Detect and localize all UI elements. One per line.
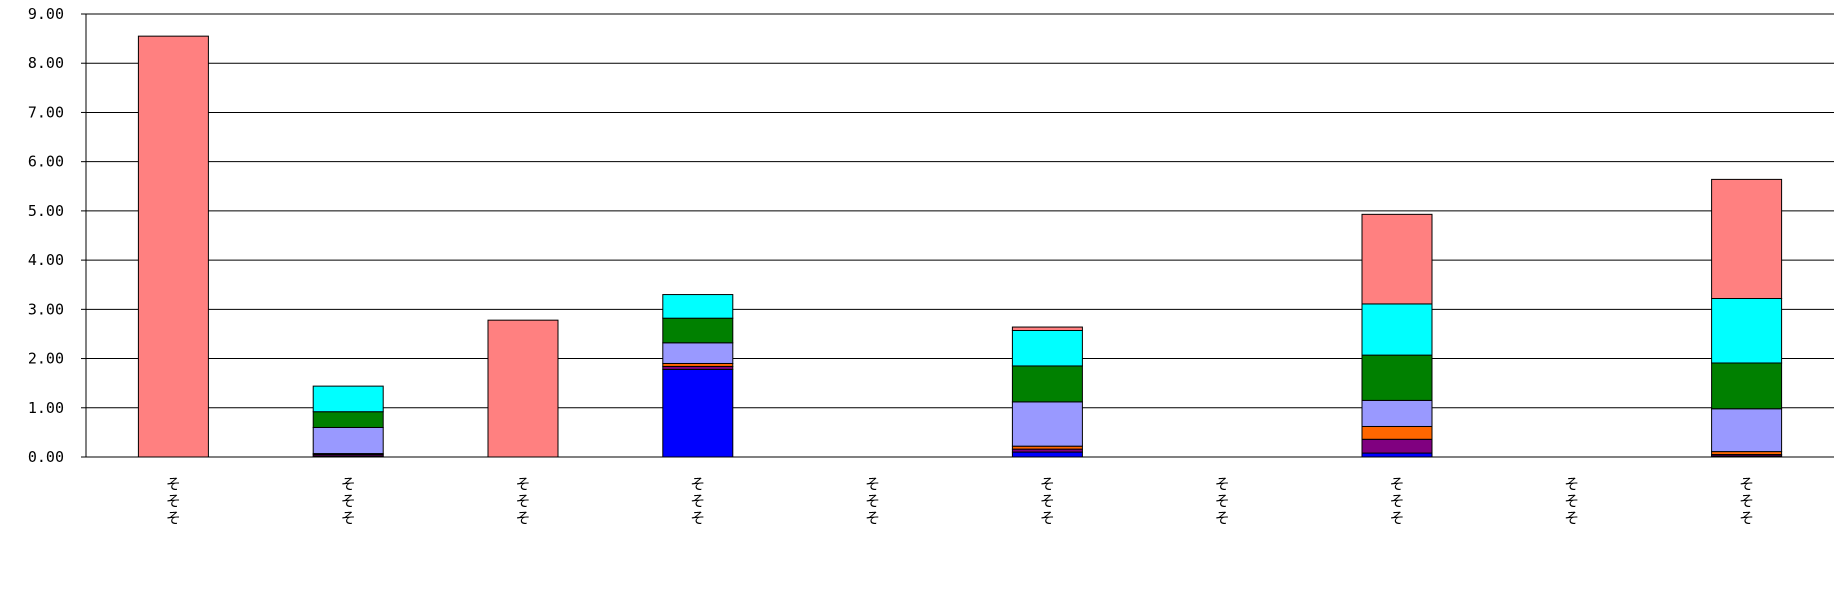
- x-tick-label: そそそ: [690, 475, 705, 527]
- bar-segment: [1361, 452, 1433, 458]
- x-tick-label: そそそ: [341, 475, 356, 527]
- bar-segment: [1711, 298, 1783, 364]
- bar-segment: [1361, 399, 1433, 427]
- bar-segment: [1361, 354, 1433, 401]
- x-tick-label: そそそ: [166, 475, 181, 527]
- bar-segment: [662, 342, 734, 364]
- bar-segment: [312, 385, 384, 413]
- y-tick-label: 2.00: [28, 350, 64, 368]
- bar-segment: [1361, 213, 1433, 305]
- x-tick-label: そそそ: [1739, 475, 1754, 527]
- y-tick-label: 5.00: [28, 202, 64, 220]
- x-tick-label: そそそ: [865, 475, 880, 527]
- x-tick-label: そそそ: [515, 475, 530, 527]
- y-tick-label: 8.00: [28, 54, 64, 72]
- x-tick-label: そそそ: [1564, 475, 1579, 527]
- bar-segment: [662, 294, 734, 319]
- bar-segment: [1361, 438, 1433, 454]
- bar-segment: [1011, 451, 1083, 458]
- y-tick-label: 0.00: [28, 448, 64, 466]
- grid-lines: [86, 13, 1834, 409]
- y-tick-labels: 0.00 1.00 2.00 3.00 4.00 5.00 6.00 7.00 8.00 9.00: [28, 5, 64, 466]
- bars: [137, 35, 1783, 458]
- bar-segment: [1011, 329, 1083, 367]
- bar-segment: [137, 35, 209, 458]
- bar-segment: [312, 411, 384, 428]
- bar-segment: [312, 426, 384, 455]
- y-tick-label: 6.00: [28, 153, 64, 171]
- x-tick-label: そそそ: [1389, 475, 1404, 527]
- bar-segment: [1711, 362, 1783, 410]
- x-tick-label: そそそ: [1040, 475, 1055, 527]
- axes: [81, 13, 1834, 458]
- y-tick-label: 1.00: [28, 399, 64, 417]
- bar-segment: [1711, 408, 1783, 453]
- bar-segment: [487, 319, 559, 458]
- bar-segment: [662, 317, 734, 344]
- y-tick-label: 9.00: [28, 5, 64, 23]
- y-tick-label: 4.00: [28, 251, 64, 269]
- bar-segment: [662, 368, 734, 458]
- bar-segment: [1011, 365, 1083, 403]
- bar-segment: [1361, 303, 1433, 356]
- bar-segment: [1011, 401, 1083, 447]
- x-tick-label: そそそ: [1215, 475, 1230, 527]
- bar-segment: [1361, 425, 1433, 440]
- bar-segment: [1011, 326, 1083, 331]
- bar-segment: [1711, 178, 1783, 300]
- x-tick-labels: そそそ そそそ そそそ そそそ そそそ そそそ そそそ そそそ そそそ そそそ: [166, 475, 1754, 527]
- y-tick-label: 3.00: [28, 300, 64, 318]
- y-tick-label: 7.00: [28, 103, 64, 121]
